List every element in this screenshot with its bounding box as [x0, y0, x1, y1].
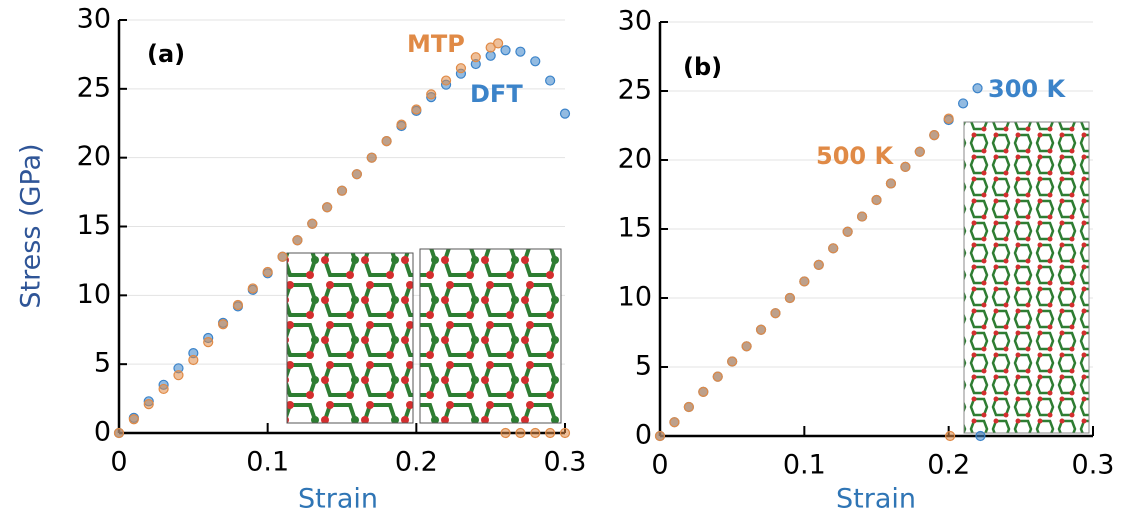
- y-tick-label: 5: [635, 351, 652, 382]
- x-tick-label: 0.2: [927, 450, 970, 481]
- series-label: 300 K: [988, 75, 1066, 103]
- data-point: [158, 383, 169, 395]
- data-point: [411, 104, 422, 115]
- data-point: [173, 370, 184, 381]
- data-point: [712, 371, 723, 382]
- data-point: [856, 211, 868, 222]
- y-axis-label: Stress (GPa): [16, 143, 47, 308]
- data-point: [530, 56, 541, 67]
- x-tick-label: 0.1: [783, 450, 826, 481]
- data-point: [545, 75, 556, 86]
- series-label: DFT: [470, 80, 523, 108]
- data-point: [203, 337, 214, 348]
- data-point: [727, 356, 738, 367]
- data-point: [217, 319, 229, 330]
- x-tick-label: 0.3: [1072, 450, 1115, 481]
- data-point: [871, 194, 882, 206]
- data-point: [741, 341, 752, 352]
- panel-label: (a): [147, 40, 185, 68]
- data-point: [945, 430, 956, 442]
- x-tick-label: 0: [110, 447, 127, 478]
- data-point: [307, 218, 318, 229]
- panel-label: (b): [683, 53, 722, 81]
- data-point: [559, 108, 571, 119]
- data-point: [493, 38, 504, 49]
- data-point: [322, 202, 333, 213]
- inset: [286, 252, 414, 424]
- data-point: [530, 427, 541, 439]
- data-point: [113, 427, 125, 439]
- x-axis-label: Strain: [298, 484, 378, 515]
- data-point: [972, 83, 983, 94]
- data-point: [336, 185, 348, 196]
- data-point: [515, 46, 526, 57]
- data-point: [455, 63, 467, 74]
- data-point: [485, 50, 496, 61]
- data-point: [813, 259, 824, 270]
- data-point: [426, 89, 437, 100]
- data-point: [698, 386, 709, 397]
- y-tick-label: 5: [94, 348, 111, 379]
- data-point: [515, 427, 526, 439]
- data-point: [381, 136, 392, 147]
- y-tick-label: 0: [94, 417, 111, 448]
- data-point: [929, 130, 940, 141]
- data-point: [900, 161, 911, 172]
- data-point: [683, 401, 694, 413]
- y-tick-label: 0: [635, 420, 652, 451]
- x-tick-label: 0.1: [246, 447, 289, 478]
- y-tick-label: 25: [77, 72, 111, 103]
- data-point: [440, 75, 452, 86]
- data-point: [351, 169, 362, 180]
- data-point: [396, 119, 407, 130]
- inset-structures: [286, 121, 1090, 434]
- data-point: [828, 243, 839, 254]
- data-point: [975, 430, 986, 442]
- data-point: [770, 308, 781, 319]
- inset: [419, 248, 562, 424]
- data-point: [366, 152, 377, 163]
- data-point: [943, 113, 954, 124]
- data-point: [654, 430, 666, 442]
- data-point: [799, 276, 810, 287]
- y-tick-label: 30: [77, 4, 111, 35]
- data-point: [784, 292, 796, 304]
- inset: [963, 121, 1090, 434]
- data-point: [262, 266, 273, 278]
- data-point: [500, 427, 511, 439]
- y-tick-label: 25: [618, 75, 652, 106]
- data-point: [247, 283, 258, 294]
- data-point: [885, 178, 897, 189]
- data-point: [669, 417, 680, 428]
- data-point: [232, 299, 244, 311]
- data-point: [500, 45, 511, 56]
- y-tick-label: 30: [618, 6, 652, 37]
- x-tick-label: 0: [651, 450, 668, 481]
- y-tick-label: 20: [618, 144, 652, 175]
- data-point: [277, 251, 288, 262]
- data-point: [957, 98, 969, 109]
- data-point: [188, 354, 199, 366]
- series-label: MTP: [407, 30, 465, 58]
- data-point: [842, 226, 853, 237]
- data-point: [128, 414, 139, 425]
- data-point: [755, 324, 767, 335]
- data-point: [470, 52, 481, 63]
- y-tick-label: 20: [77, 141, 111, 172]
- y-tick-label: 15: [618, 213, 652, 244]
- series-label: 500 K: [816, 142, 894, 170]
- data-point: [292, 235, 303, 246]
- data-point: [559, 427, 571, 439]
- data-point: [545, 427, 556, 439]
- x-tick-label: 0.3: [544, 447, 587, 478]
- y-tick-label: 10: [618, 282, 652, 313]
- data-point: [143, 398, 154, 410]
- y-tick-label: 10: [77, 279, 111, 310]
- data-point: [914, 146, 925, 157]
- y-tick-label: 15: [77, 210, 111, 241]
- x-tick-label: 0.2: [395, 447, 438, 478]
- x-axis-label: Strain: [836, 484, 916, 515]
